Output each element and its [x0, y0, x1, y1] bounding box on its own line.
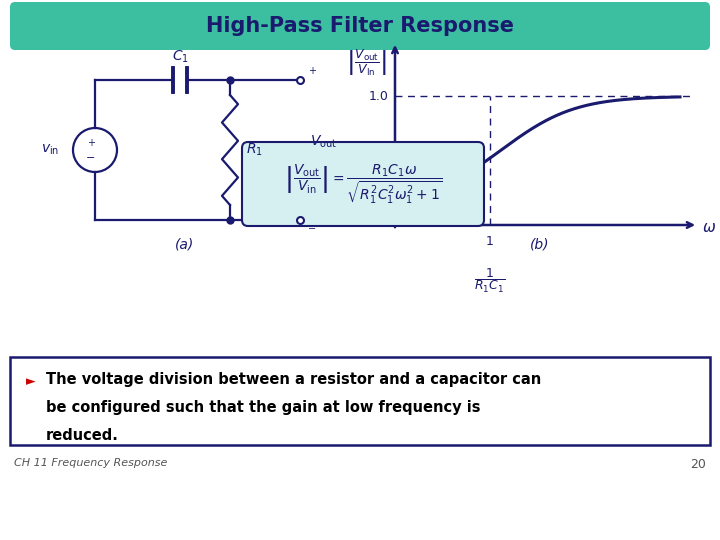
FancyBboxPatch shape	[10, 357, 710, 445]
Text: reduced.: reduced.	[46, 428, 119, 443]
Text: $v_{\rm in}$: $v_{\rm in}$	[41, 143, 59, 157]
Text: $C_1$: $C_1$	[171, 49, 189, 65]
Text: (a): (a)	[176, 238, 194, 252]
Text: $V_{\rm out}$: $V_{\rm out}$	[310, 134, 337, 150]
Text: −: −	[308, 224, 316, 234]
Text: $\omega$: $\omega$	[702, 219, 716, 234]
Text: $\left|\dfrac{V_{\rm out}}{V_{\rm in}}\right| = \dfrac{R_1C_1\omega}{\sqrt{R_1^2: $\left|\dfrac{V_{\rm out}}{V_{\rm in}}\r…	[284, 163, 442, 205]
Text: ►: ►	[26, 375, 35, 388]
FancyBboxPatch shape	[10, 2, 710, 50]
Text: $\dfrac{1}{R_1C_1}$: $\dfrac{1}{R_1C_1}$	[474, 267, 505, 295]
Text: (b): (b)	[530, 238, 550, 252]
Text: $R_1$: $R_1$	[246, 142, 263, 158]
Text: be configured such that the gain at low frequency is: be configured such that the gain at low …	[46, 400, 480, 415]
FancyBboxPatch shape	[242, 142, 484, 226]
Text: +: +	[308, 66, 316, 76]
Text: High-Pass Filter Response: High-Pass Filter Response	[206, 16, 514, 36]
Text: 1: 1	[486, 235, 494, 248]
Text: +: +	[87, 138, 95, 148]
Text: 20: 20	[690, 458, 706, 471]
Text: −: −	[86, 153, 96, 163]
Text: 1.0: 1.0	[369, 90, 389, 103]
Text: $\left|\dfrac{V_{\rm out}}{V_{\rm In}}\right|$: $\left|\dfrac{V_{\rm out}}{V_{\rm In}}\r…	[346, 48, 387, 78]
Text: The voltage division between a resistor and a capacitor can: The voltage division between a resistor …	[46, 372, 541, 387]
Text: CH 11 Frequency Response: CH 11 Frequency Response	[14, 458, 167, 468]
